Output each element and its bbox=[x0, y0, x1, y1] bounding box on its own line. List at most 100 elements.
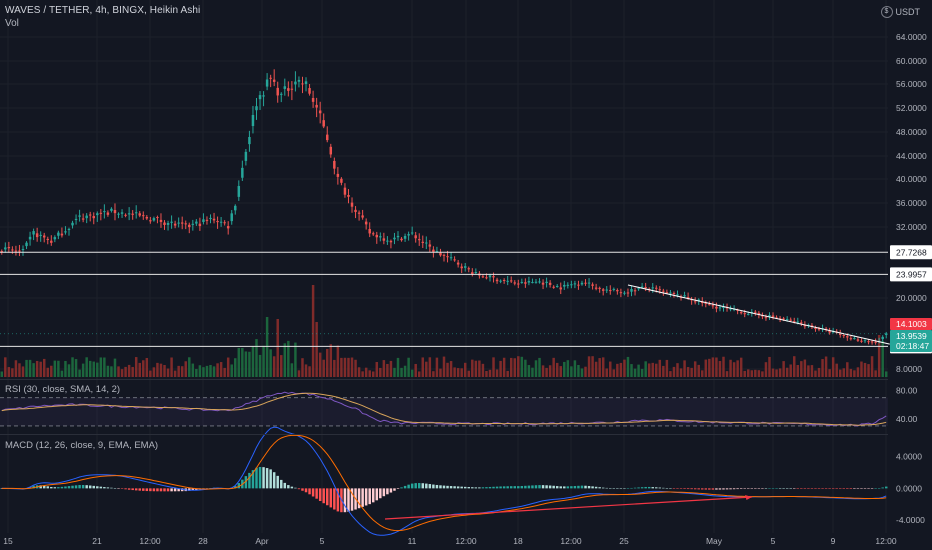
candle-body bbox=[410, 232, 414, 234]
candle-body bbox=[552, 286, 555, 288]
volume-bar bbox=[803, 359, 807, 377]
volume-bar bbox=[495, 369, 499, 377]
macd-histogram-bar bbox=[152, 488, 156, 492]
macd-histogram-bar bbox=[251, 470, 255, 489]
volume-bar bbox=[555, 362, 559, 377]
volume-bar bbox=[311, 285, 315, 377]
currency-selector[interactable]: $ USDT bbox=[880, 6, 920, 18]
candle-body bbox=[736, 309, 739, 311]
macd-histogram-bar bbox=[96, 486, 99, 489]
macd-histogram-bar bbox=[85, 485, 88, 489]
macd-histogram-bar bbox=[718, 488, 722, 490]
macd-histogram-bar bbox=[612, 488, 616, 489]
macd-histogram-bar bbox=[863, 488, 867, 489]
candle-body bbox=[134, 212, 138, 214]
macd-histogram-bar bbox=[725, 488, 729, 490]
candle-body bbox=[870, 341, 874, 343]
macd-label[interactable]: MACD (12, 26, close, 9, EMA, EMA) bbox=[5, 440, 159, 451]
volume-bar bbox=[195, 368, 198, 377]
volume-bar bbox=[0, 371, 4, 377]
rsi-tick-label: 40.00 bbox=[896, 414, 918, 424]
candle-body bbox=[379, 236, 382, 238]
macd-histogram-bar bbox=[237, 483, 241, 489]
volume-bar bbox=[71, 357, 74, 377]
candle-body bbox=[531, 282, 534, 284]
candle-body bbox=[662, 290, 665, 292]
candle-body bbox=[803, 324, 807, 327]
macd-histogram-bar bbox=[506, 486, 509, 489]
x-tick-label: 12:00 bbox=[139, 536, 161, 546]
macd-histogram-bar bbox=[884, 486, 888, 489]
macd-histogram-bar bbox=[368, 488, 371, 505]
volume-bar bbox=[750, 370, 754, 377]
candle-body bbox=[693, 301, 697, 303]
volume-bar bbox=[393, 367, 396, 377]
candle-body bbox=[421, 241, 425, 243]
candle-body bbox=[280, 93, 283, 95]
volume-bar bbox=[251, 346, 255, 377]
macd-histogram-bar bbox=[577, 485, 580, 489]
volume-bar bbox=[432, 371, 435, 377]
candle-body bbox=[428, 244, 432, 247]
macd-histogram-bar bbox=[538, 485, 541, 489]
macd-signal-line bbox=[1, 434, 887, 532]
candle-body bbox=[800, 322, 803, 324]
volume-bar bbox=[375, 362, 379, 377]
macd-panel-separator[interactable] bbox=[0, 434, 888, 435]
candle-body bbox=[439, 252, 442, 256]
macd-histogram-bar bbox=[60, 486, 64, 489]
macd-histogram-bar bbox=[467, 487, 471, 489]
candle-body bbox=[191, 223, 195, 225]
rsi-tick-label: 80.00 bbox=[896, 386, 918, 396]
macd-histogram-bar bbox=[877, 488, 881, 489]
volume-bar bbox=[198, 365, 202, 377]
macd-histogram-bar bbox=[439, 485, 442, 489]
rsi-label[interactable]: RSI (30, close, SMA, 14, 2) bbox=[5, 384, 121, 395]
candle-body bbox=[570, 284, 573, 286]
volume-bar bbox=[212, 366, 216, 377]
volume-bar bbox=[219, 362, 223, 377]
candle-body bbox=[814, 328, 817, 330]
candle-body bbox=[7, 247, 11, 249]
macd-histogram-bar bbox=[548, 485, 552, 489]
macd-histogram-bar bbox=[449, 486, 453, 489]
volume-bar bbox=[623, 359, 626, 377]
volume-bar bbox=[265, 317, 269, 377]
volume-bar bbox=[287, 340, 290, 377]
macd-histogram-bar bbox=[640, 487, 644, 489]
symbol-title[interactable]: WAVES / TETHER, 4h, BINGX, Heikin Ashi bbox=[5, 5, 201, 16]
rsi-panel-separator[interactable] bbox=[0, 379, 888, 380]
rsi-band bbox=[0, 397, 888, 426]
volume-bar bbox=[793, 356, 796, 377]
candle-body bbox=[14, 250, 18, 252]
volume-bar bbox=[241, 347, 244, 377]
macd-histogram-bar bbox=[616, 488, 619, 489]
x-tick-label: 18 bbox=[513, 536, 523, 546]
candle-body bbox=[347, 195, 350, 197]
macd-histogram-bar bbox=[807, 488, 810, 489]
macd-histogram-bar bbox=[393, 488, 396, 491]
macd-histogram-bar bbox=[478, 487, 481, 489]
volume-bar bbox=[106, 365, 110, 377]
macd-histogram-bar bbox=[269, 469, 272, 489]
volume-bar bbox=[113, 358, 117, 377]
candle-body bbox=[230, 213, 233, 222]
macd-histogram-bar bbox=[552, 485, 555, 489]
volume-bar bbox=[693, 361, 697, 377]
volume-bar bbox=[679, 368, 683, 377]
candle-body bbox=[85, 215, 88, 219]
candle-body bbox=[205, 219, 209, 221]
macd-histogram-bar bbox=[0, 488, 4, 489]
candle-body bbox=[672, 292, 676, 294]
price-tick-label: 64.0000 bbox=[896, 32, 927, 42]
candle-body bbox=[874, 341, 877, 343]
volume-bar bbox=[283, 343, 287, 377]
macd-histogram-bar bbox=[545, 485, 548, 489]
volume-bar bbox=[99, 357, 103, 377]
volume-label[interactable]: Vol bbox=[5, 18, 19, 29]
candle-body bbox=[106, 212, 110, 215]
volume-bar bbox=[630, 364, 633, 377]
volume-bar bbox=[616, 363, 619, 377]
volume-bar bbox=[662, 365, 665, 377]
